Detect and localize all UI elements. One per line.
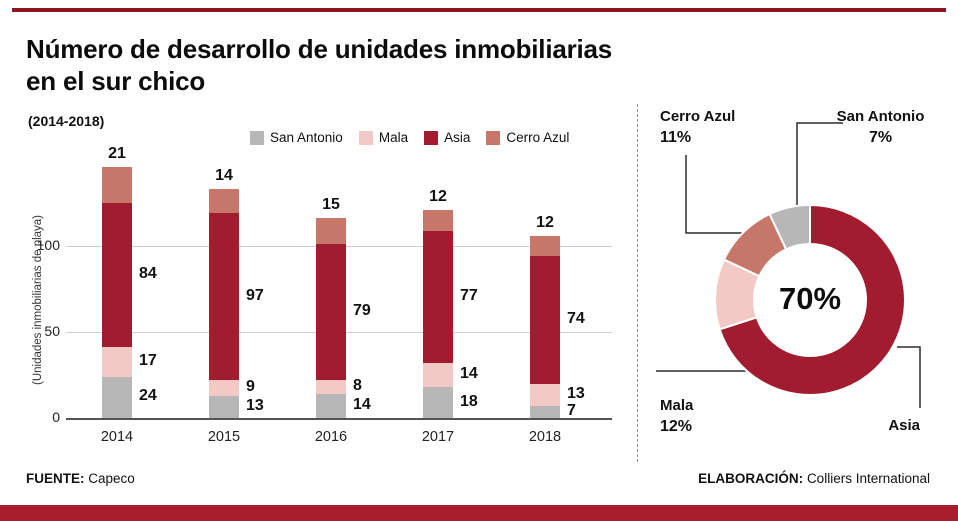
value-label-cerro-azul-2014: 21 xyxy=(108,144,126,162)
y-tick-label-50: 50 xyxy=(44,323,60,339)
bar-segment-cerro-azul-2016 xyxy=(316,218,346,245)
value-label-san-antonio-2016: 14 xyxy=(353,395,371,413)
x-axis-label-2015: 2015 xyxy=(207,429,241,445)
donut-label-asia: Asia xyxy=(870,416,920,436)
bar-segment-cerro-azul-2017 xyxy=(423,209,453,231)
value-label-mala-2015: 9 xyxy=(246,377,255,395)
bar-segment-mala-2018 xyxy=(530,383,560,406)
donut-label-cerro-azul-pct: 11% xyxy=(660,129,692,147)
source-value: Capeco xyxy=(88,471,135,486)
donut-slice-asia xyxy=(718,203,906,396)
x-axis-label-2017: 2017 xyxy=(421,429,455,445)
bar-segment-san-antonio-2015 xyxy=(209,395,239,418)
bar-segment-mala-2014 xyxy=(102,347,132,377)
value-label-asia-2016: 79 xyxy=(353,302,371,320)
value-label-san-antonio-2018: 7 xyxy=(567,401,576,419)
bar-segment-san-antonio-2014 xyxy=(102,376,132,418)
legend-label-asia: Asia xyxy=(444,130,471,145)
x-axis-label-2016: 2016 xyxy=(314,429,348,445)
value-label-asia-2014: 84 xyxy=(139,265,157,283)
bar-segment-san-antonio-2017 xyxy=(423,387,453,418)
bar-segment-mala-2015 xyxy=(209,380,239,396)
leader-line-asia xyxy=(897,346,921,408)
value-label-san-antonio-2017: 18 xyxy=(460,392,478,410)
value-label-asia-2017: 77 xyxy=(460,286,478,304)
gridline-0 xyxy=(66,418,612,420)
value-label-cerro-azul-2018: 12 xyxy=(536,213,554,231)
bar-segment-asia-2014 xyxy=(102,203,132,348)
value-label-san-antonio-2014: 24 xyxy=(139,387,157,405)
y-tick-label-100: 100 xyxy=(36,237,60,253)
legend-item-cerro-azul: Cerro Azul xyxy=(486,130,569,145)
donut-center-value: 70% xyxy=(778,281,842,316)
elaboration-credit: ELABORACIÓN: Colliers International xyxy=(698,471,930,486)
donut-label-cerro-azul-name: Cerro Azul xyxy=(660,108,736,125)
elaboration-value: Colliers International xyxy=(806,471,930,486)
bar-segment-mala-2016 xyxy=(316,380,346,394)
legend-item-san-antonio: San Antonio xyxy=(250,130,343,145)
bar-segment-cerro-azul-2014 xyxy=(102,166,132,203)
bar-segment-asia-2017 xyxy=(423,230,453,363)
donut-label-san-antonio-pct: 7% xyxy=(868,129,893,147)
donut-chart xyxy=(656,122,921,408)
legend-label-san-antonio: San Antonio xyxy=(270,130,343,145)
top-rule xyxy=(12,8,946,12)
value-label-mala-2017: 14 xyxy=(460,365,478,382)
legend-label-cerro-azul: Cerro Azul xyxy=(506,130,570,145)
legend-label-mala: Mala xyxy=(378,130,409,145)
legend-item-asia: Asia xyxy=(424,130,470,145)
donut-label-san-antonio: San Antonio 7% xyxy=(833,107,928,149)
donut-slice-san-antonio xyxy=(768,203,811,251)
value-label-cerro-azul-2016: 15 xyxy=(322,196,340,214)
value-label-mala-2018: 13 xyxy=(567,384,585,402)
y-tick-label-0: 0 xyxy=(52,409,60,425)
panel-divider xyxy=(637,104,638,462)
value-label-cerro-azul-2017: 12 xyxy=(429,187,447,205)
donut-label-asia-name: Asia xyxy=(888,417,920,434)
bar-segment-asia-2018 xyxy=(530,256,560,384)
value-label-san-antonio-2015: 13 xyxy=(246,396,264,414)
bar-segment-san-antonio-2018 xyxy=(530,405,560,418)
legend-swatch-mala xyxy=(358,130,373,145)
legend-item-mala: Mala xyxy=(358,130,409,145)
donut-label-cerro-azul: Cerro Azul 11% xyxy=(660,107,735,149)
leader-line-cerro-azul xyxy=(685,155,743,234)
bar-segment-mala-2017 xyxy=(423,362,453,388)
donut-label-san-antonio-name: San Antonio xyxy=(836,108,925,125)
bar-segment-asia-2015 xyxy=(209,213,239,381)
donut-label-mala-name: Mala xyxy=(660,397,694,414)
legend-swatch-san-antonio xyxy=(250,130,264,145)
value-label-cerro-azul-2015: 14 xyxy=(215,167,233,185)
y-axis-label: (Unidades inmobiliarias de playa) xyxy=(32,214,44,386)
source-label: FUENTE: xyxy=(26,471,85,486)
page-title: Número de desarrollo de unidades inmobil… xyxy=(26,34,612,97)
bar-segment-san-antonio-2016 xyxy=(316,393,346,418)
subtitle-years: (2014-2018) xyxy=(28,113,105,129)
legend-swatch-asia xyxy=(424,130,439,145)
value-label-asia-2015: 97 xyxy=(246,286,264,304)
bar-segment-asia-2016 xyxy=(316,244,346,381)
donut-label-mala: Mala 12% xyxy=(660,396,693,438)
bar-segment-cerro-azul-2018 xyxy=(530,235,560,257)
value-label-asia-2018: 74 xyxy=(567,309,585,327)
source-credit: FUENTE: Capeco xyxy=(26,471,135,486)
donut-label-mala-pct: 12% xyxy=(660,418,693,436)
page-title-line2: en el sur chico xyxy=(26,65,206,96)
bottom-bar xyxy=(0,505,958,521)
elaboration-label: ELABORACIÓN: xyxy=(698,471,804,486)
legend-swatch-cerro-azul xyxy=(486,130,501,145)
leader-line-san-antonio xyxy=(796,122,843,207)
legend: San Antonio Mala Asia Cerro Azul xyxy=(250,130,569,145)
value-label-mala-2014: 17 xyxy=(139,352,157,370)
x-axis-label-2018: 2018 xyxy=(528,429,562,445)
bar-segment-cerro-azul-2015 xyxy=(209,189,239,214)
x-axis-label-2014: 2014 xyxy=(100,429,134,445)
page-title-line1: Número de desarrollo de unidades inmobil… xyxy=(26,34,613,64)
value-label-mala-2016: 8 xyxy=(353,377,362,395)
